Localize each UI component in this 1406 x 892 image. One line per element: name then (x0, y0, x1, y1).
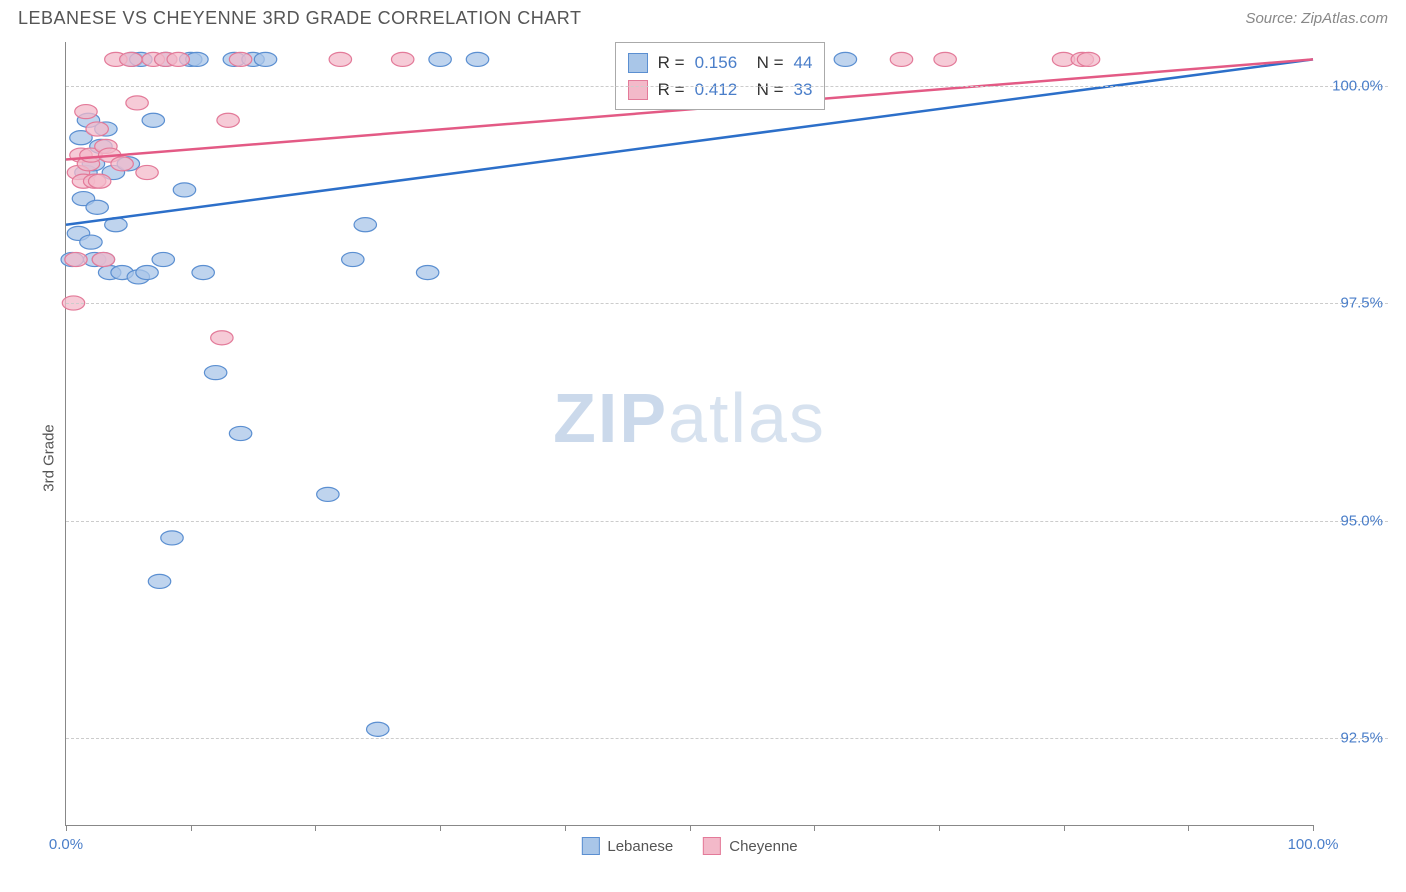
xtick-label: 100.0% (1288, 836, 1339, 853)
data-point (126, 96, 148, 110)
ytick-label: 97.5% (1340, 294, 1383, 311)
stat-swatch (628, 80, 648, 100)
data-point (120, 52, 142, 66)
data-point (211, 331, 233, 345)
legend-item: Lebanese (581, 837, 673, 855)
data-point (429, 52, 451, 66)
xtick (191, 825, 192, 831)
stat-n-value: 44 (794, 49, 813, 76)
data-point (317, 487, 339, 501)
data-point (173, 183, 195, 197)
stat-r-value: 0.156 (695, 49, 738, 76)
xtick (1064, 825, 1065, 831)
ytick-label: 92.5% (1340, 730, 1383, 747)
xtick-label: 0.0% (49, 836, 83, 853)
data-point (329, 52, 351, 66)
data-point (65, 252, 87, 266)
ytick-label: 100.0% (1332, 77, 1383, 94)
data-point (934, 52, 956, 66)
stat-n-label: N = (747, 76, 783, 103)
data-point (367, 722, 389, 736)
ytick-label: 95.0% (1340, 512, 1383, 529)
chart-header: LEBANESE VS CHEYENNE 3RD GRADE CORRELATI… (0, 0, 1406, 33)
data-point (75, 105, 97, 119)
data-point (890, 52, 912, 66)
xtick (66, 825, 67, 831)
legend-swatch (703, 837, 721, 855)
gridline-y (66, 86, 1388, 87)
data-point (192, 266, 214, 280)
stat-legend: R = 0.156 N = 44R = 0.412 N = 33 (615, 42, 826, 110)
stat-n-label: N = (747, 49, 783, 76)
data-point (86, 200, 108, 214)
data-point (92, 252, 114, 266)
y-axis-label: 3rd Grade (40, 424, 57, 492)
plot-region: ZIPatlas R = 0.156 N = 44R = 0.412 N = 3… (65, 42, 1313, 826)
data-point (229, 426, 251, 440)
data-point (1077, 52, 1099, 66)
data-point (229, 52, 251, 66)
data-point (111, 157, 133, 171)
bottom-legend: Lebanese Cheyenne (581, 837, 797, 855)
data-point (80, 235, 102, 249)
xtick (440, 825, 441, 831)
data-point (217, 113, 239, 127)
data-point (167, 52, 189, 66)
stat-swatch (628, 53, 648, 73)
data-point (142, 113, 164, 127)
data-point (834, 52, 856, 66)
data-point (391, 52, 413, 66)
chart-area: 3rd Grade ZIPatlas R = 0.156 N = 44R = 0… (45, 42, 1388, 874)
xtick (1313, 825, 1314, 831)
legend-label: Cheyenne (729, 838, 797, 855)
xtick (939, 825, 940, 831)
stat-n-value: 33 (794, 76, 813, 103)
data-point (152, 252, 174, 266)
data-point (204, 366, 226, 380)
legend-item: Cheyenne (703, 837, 797, 855)
stat-r-label: R = (658, 49, 685, 76)
legend-label: Lebanese (607, 838, 673, 855)
data-point (136, 266, 158, 280)
plot-svg (66, 42, 1313, 825)
xtick (690, 825, 691, 831)
gridline-y (66, 738, 1388, 739)
data-point (161, 531, 183, 545)
data-point (342, 252, 364, 266)
stat-r-value: 0.412 (695, 76, 738, 103)
data-point (254, 52, 276, 66)
data-point (466, 52, 488, 66)
data-point (354, 218, 376, 232)
gridline-y (66, 521, 1388, 522)
xtick (814, 825, 815, 831)
chart-title: LEBANESE VS CHEYENNE 3RD GRADE CORRELATI… (18, 8, 581, 29)
data-point (86, 122, 108, 136)
data-point (416, 266, 438, 280)
stat-r-label: R = (658, 76, 685, 103)
data-point (88, 174, 110, 188)
data-point (136, 165, 158, 179)
xtick (565, 825, 566, 831)
legend-swatch (581, 837, 599, 855)
gridline-y (66, 303, 1388, 304)
stat-row: R = 0.412 N = 33 (628, 76, 813, 103)
chart-source: Source: ZipAtlas.com (1245, 10, 1388, 27)
stat-row: R = 0.156 N = 44 (628, 49, 813, 76)
xtick (315, 825, 316, 831)
data-point (148, 574, 170, 588)
xtick (1188, 825, 1189, 831)
